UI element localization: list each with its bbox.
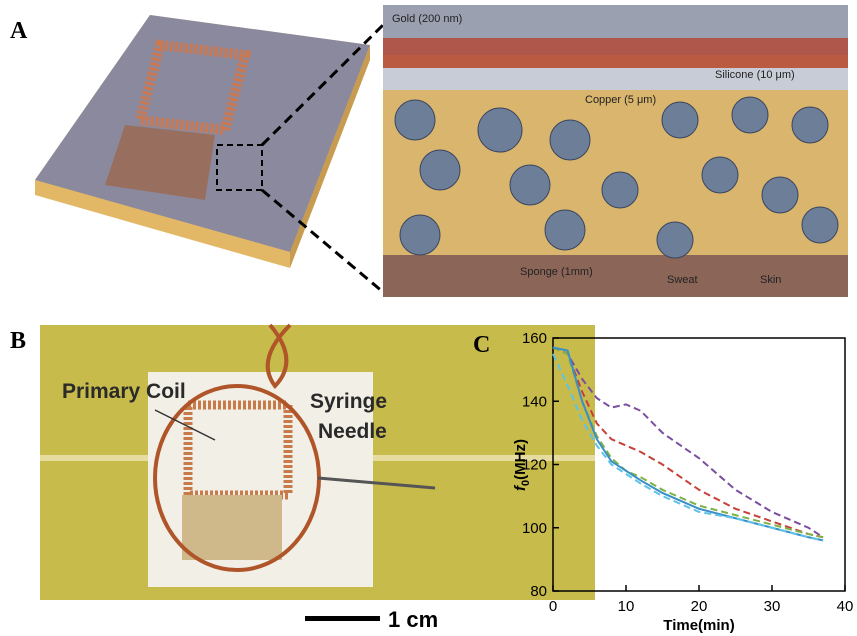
y-tick-label: 100 [522,520,547,537]
scale-bar-label: 1 cm [388,607,438,632]
y-tick-label: 160 [522,330,547,347]
x-axis-label: Time(min) [663,617,734,634]
scale-bar [305,616,380,621]
cross-section-illustration [383,5,848,297]
x-tick-label: 30 [764,598,781,615]
annotation: Needle [318,420,387,443]
annotation: Syringe [310,390,387,413]
annotation: Gold (200 nm) [392,13,462,25]
annotation: Sweat [667,274,698,286]
y-tick-label: 140 [522,393,547,410]
annotation: Sponge (1mm) [520,266,593,278]
x-tick-label: 40 [837,598,854,615]
panel-label: A [10,18,28,44]
annotation: Copper (5 μm) [585,94,656,106]
x-tick-label: 10 [618,598,635,615]
panel-label: C [473,332,490,358]
x-tick-label: 20 [691,598,708,615]
annotation: Primary Coil [62,380,186,403]
x-tick-label: 0 [549,598,557,615]
device-illustration [35,15,383,292]
plot-frame [553,338,845,591]
figure: A Gold (200 nm) Silicone (10 μm) Copper … [0,0,857,636]
annotation: Skin [760,274,781,286]
panel-label: B [10,328,26,354]
y-tick-label: 80 [530,583,547,600]
annotation: Silicone (10 μm) [715,69,795,81]
y-tick-label: 120 [522,457,547,474]
